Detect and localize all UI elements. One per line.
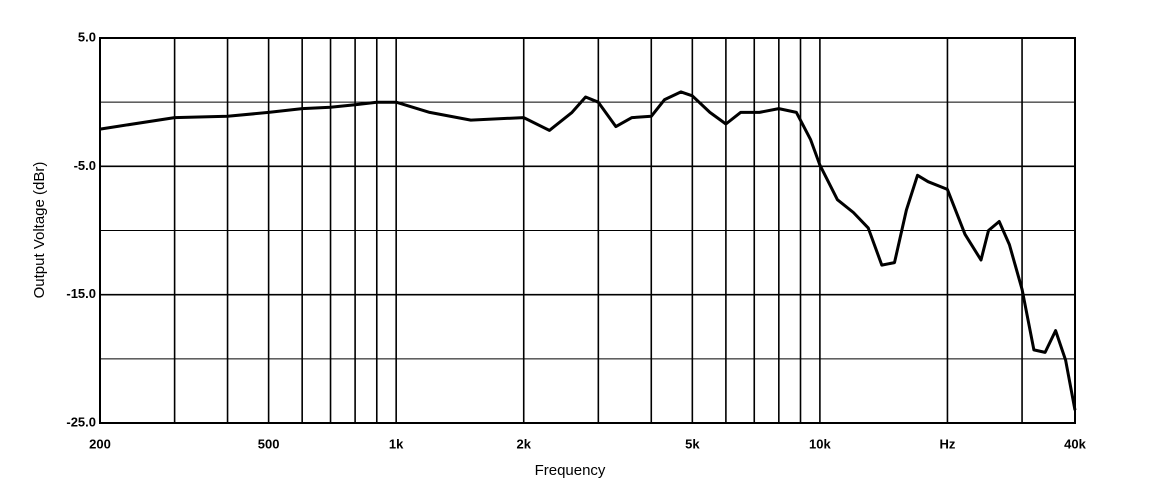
plot-frame: [99, 37, 1076, 424]
x-tick-label: 5k: [685, 436, 700, 451]
x-tick-label: 500: [258, 436, 280, 451]
x-axis-title: Frequency: [535, 462, 606, 479]
x-tick-label: Hz: [940, 436, 956, 451]
x-tick-label: 1k: [389, 436, 404, 451]
y-tick-label: -25.0: [66, 414, 96, 429]
data-line: [99, 90, 1077, 411]
y-axis-title: Output Voltage (dBr): [31, 162, 48, 299]
x-tick-label: 10k: [809, 436, 831, 451]
x-tick-label: 40k: [1064, 436, 1086, 451]
y-tick-label: -15.0: [66, 286, 96, 301]
x-tick-label: 2k: [516, 436, 531, 451]
x-tick-label: 200: [89, 436, 111, 451]
y-tick-label: 5.0: [78, 29, 96, 44]
y-tick-label: -5.0: [74, 158, 96, 173]
